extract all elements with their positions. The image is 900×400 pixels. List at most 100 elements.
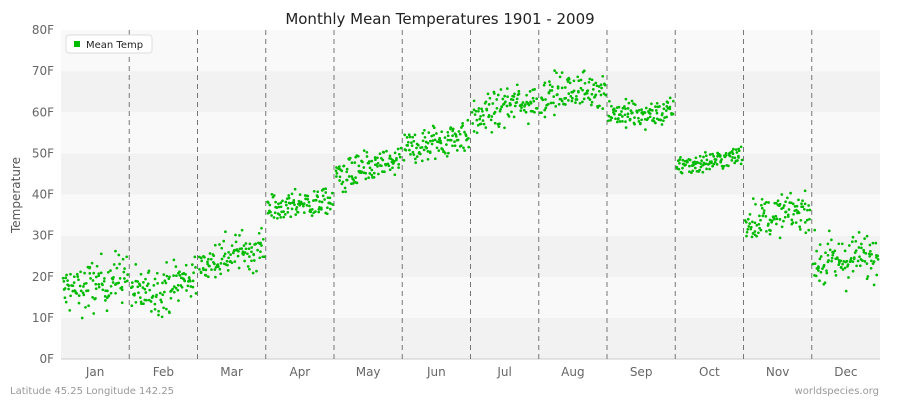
data-point: [224, 230, 227, 234]
data-point: [234, 233, 237, 237]
data-point: [870, 259, 873, 263]
data-point: [218, 243, 221, 246]
data-point: [433, 157, 437, 161]
data-point: [870, 252, 873, 256]
data-point: [641, 112, 645, 116]
data-point: [821, 267, 824, 270]
data-point: [367, 161, 371, 165]
data-point: [855, 264, 858, 268]
data-point: [405, 136, 409, 139]
data-point: [464, 134, 468, 138]
data-point: [425, 146, 429, 150]
data-point: [412, 153, 416, 156]
data-point: [82, 285, 85, 288]
legend-label: Mean Temp: [86, 40, 143, 51]
data-point: [843, 249, 847, 253]
data-point: [512, 95, 516, 98]
data-point: [668, 105, 672, 109]
data-point: [755, 234, 758, 238]
data-point: [751, 232, 755, 235]
data-point: [306, 194, 310, 198]
data-point: [489, 118, 493, 122]
data-point: [839, 259, 843, 263]
data-point: [342, 164, 345, 168]
data-point: [597, 85, 601, 88]
data-point: [797, 211, 801, 215]
data-point: [174, 286, 178, 290]
data-point: [825, 269, 828, 273]
data-point: [511, 98, 515, 102]
data-point: [614, 109, 618, 113]
data-point: [768, 218, 772, 222]
data-point: [704, 154, 708, 158]
y-tick-label: 60F: [32, 105, 54, 119]
data-point: [316, 190, 320, 194]
data-point: [655, 101, 659, 105]
data-point: [868, 243, 872, 247]
data-point: [803, 189, 807, 193]
data-point: [63, 287, 67, 290]
data-point: [861, 259, 864, 262]
data-point: [722, 164, 726, 168]
data-point: [284, 200, 288, 204]
data-point: [633, 116, 636, 119]
data-point: [830, 259, 833, 263]
data-point: [826, 253, 830, 257]
data-point: [525, 93, 528, 97]
data-point: [850, 240, 854, 244]
data-point: [69, 294, 72, 298]
data-point: [531, 96, 535, 100]
data-point: [654, 105, 657, 108]
data-point: [416, 143, 420, 147]
data-point: [168, 311, 171, 315]
data-point: [480, 107, 483, 111]
data-point: [757, 231, 760, 235]
data-point: [799, 218, 803, 222]
data-point: [194, 266, 197, 269]
data-point: [510, 110, 513, 114]
data-point: [171, 287, 174, 291]
data-point: [840, 242, 844, 246]
data-point: [721, 167, 725, 170]
data-point: [702, 155, 705, 159]
data-point: [567, 77, 571, 81]
data-point: [230, 244, 234, 247]
data-point: [739, 162, 743, 166]
data-point: [803, 202, 807, 206]
data-point: [499, 88, 503, 91]
data-point: [123, 277, 126, 280]
data-point: [210, 268, 213, 271]
data-point: [172, 285, 176, 288]
data-point: [274, 200, 277, 204]
data-point: [217, 265, 220, 268]
data-point: [168, 275, 171, 279]
data-point: [590, 100, 594, 104]
data-point: [681, 166, 684, 170]
data-point: [548, 80, 551, 83]
data-point: [309, 210, 313, 214]
data-point: [322, 187, 325, 191]
data-point: [484, 126, 488, 129]
data-point: [708, 153, 712, 156]
data-point: [67, 284, 71, 287]
data-point: [872, 260, 876, 263]
data-point: [535, 97, 539, 101]
data-point: [692, 163, 695, 167]
data-point: [163, 279, 167, 283]
data-point: [712, 155, 716, 158]
data-point: [426, 150, 430, 153]
data-point: [686, 160, 689, 164]
data-point: [628, 117, 632, 121]
data-point: [824, 251, 827, 255]
data-point: [751, 220, 754, 224]
data-point: [294, 213, 298, 216]
data-point: [640, 108, 643, 111]
data-point: [807, 204, 810, 207]
data-point: [523, 103, 527, 106]
data-point: [570, 99, 574, 103]
data-point: [765, 230, 768, 233]
data-point: [365, 155, 369, 158]
data-point: [200, 259, 204, 263]
data-point: [825, 271, 829, 275]
data-point: [328, 196, 332, 200]
